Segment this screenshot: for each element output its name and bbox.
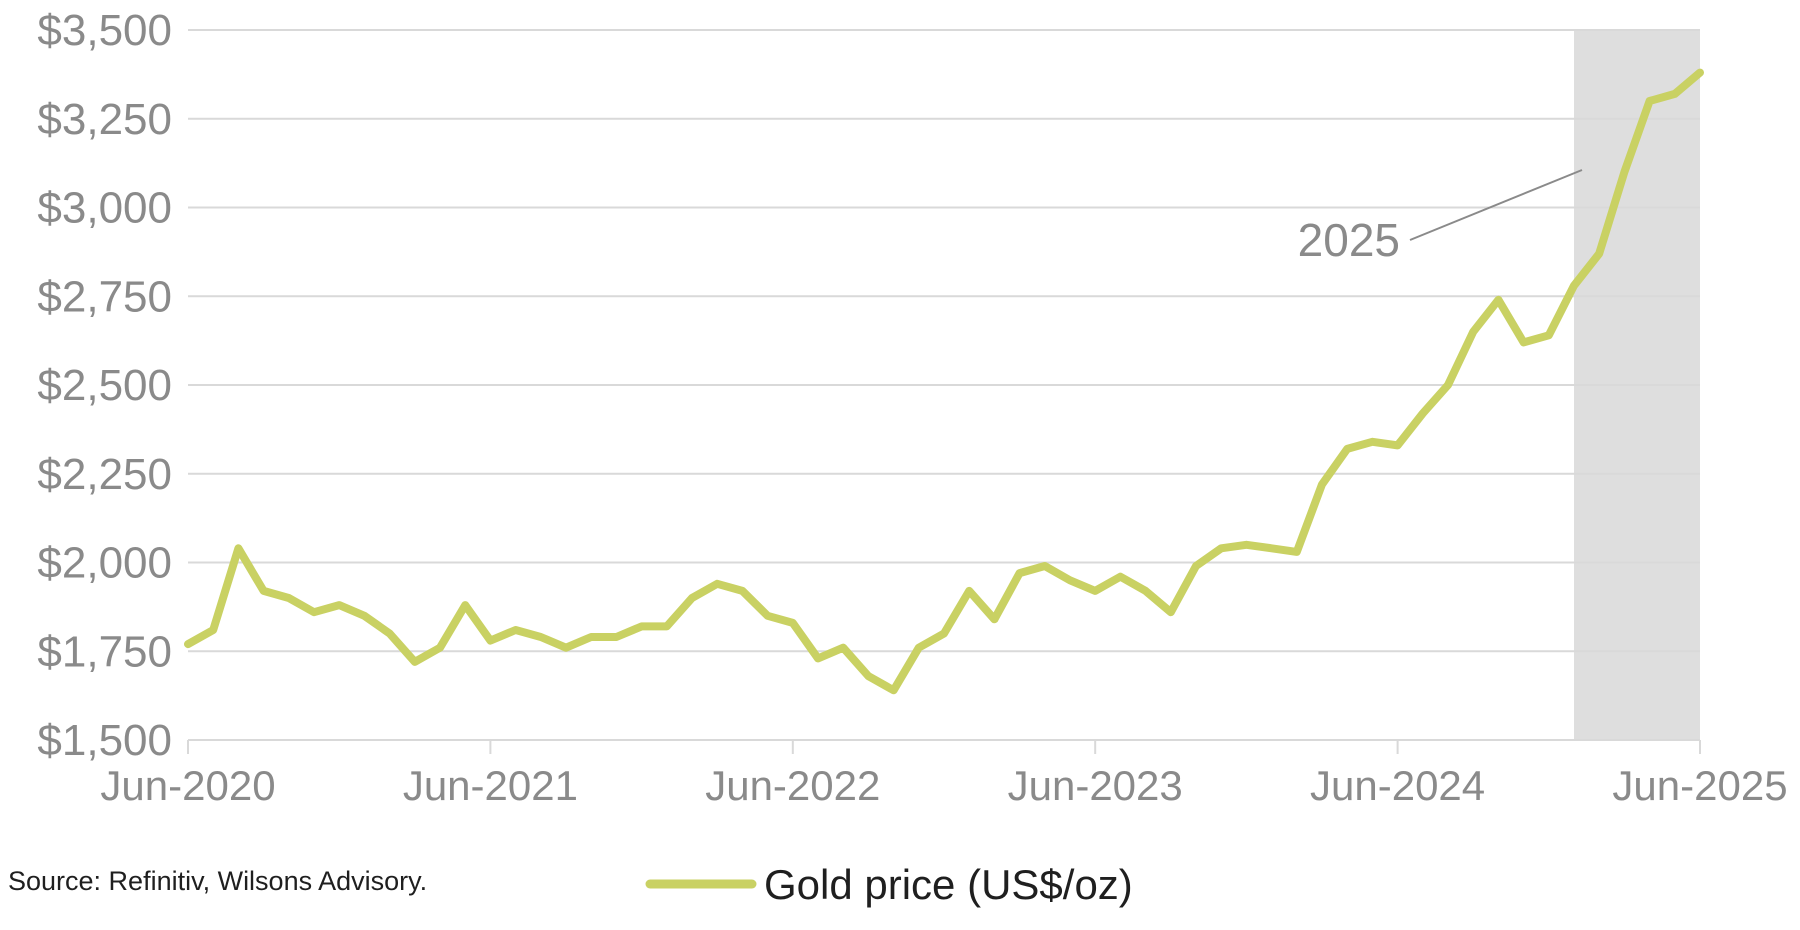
y-tick-label: $2,750 — [37, 272, 172, 321]
x-tick-label: Jun-2025 — [1612, 762, 1787, 809]
x-tick-label: Jun-2020 — [100, 762, 275, 809]
y-tick-label: $1,500 — [37, 716, 172, 765]
gold-price-line — [184, 68, 1704, 695]
x-tick-label: Jun-2024 — [1310, 762, 1485, 809]
annotation-2025: 2025 — [1298, 214, 1400, 266]
y-tick-label: $2,000 — [37, 539, 172, 588]
source-note: Source: Refinitiv, Wilsons Advisory. — [8, 866, 428, 896]
y-tick-label: $1,750 — [37, 627, 172, 676]
y-tick-label: $3,500 — [37, 6, 172, 55]
y-tick-label: $2,250 — [37, 450, 172, 499]
x-tick-label: Jun-2021 — [403, 762, 578, 809]
y-tick-label: $2,500 — [37, 361, 172, 410]
x-tick-label: Jun-2023 — [1008, 762, 1183, 809]
y-tick-label: $3,000 — [37, 184, 172, 233]
legend-label: Gold price (US$/oz) — [764, 861, 1133, 908]
x-tick-label: Jun-2022 — [705, 762, 880, 809]
annotation-leader-line — [1409, 169, 1583, 241]
y-tick-label: $3,250 — [37, 95, 172, 144]
